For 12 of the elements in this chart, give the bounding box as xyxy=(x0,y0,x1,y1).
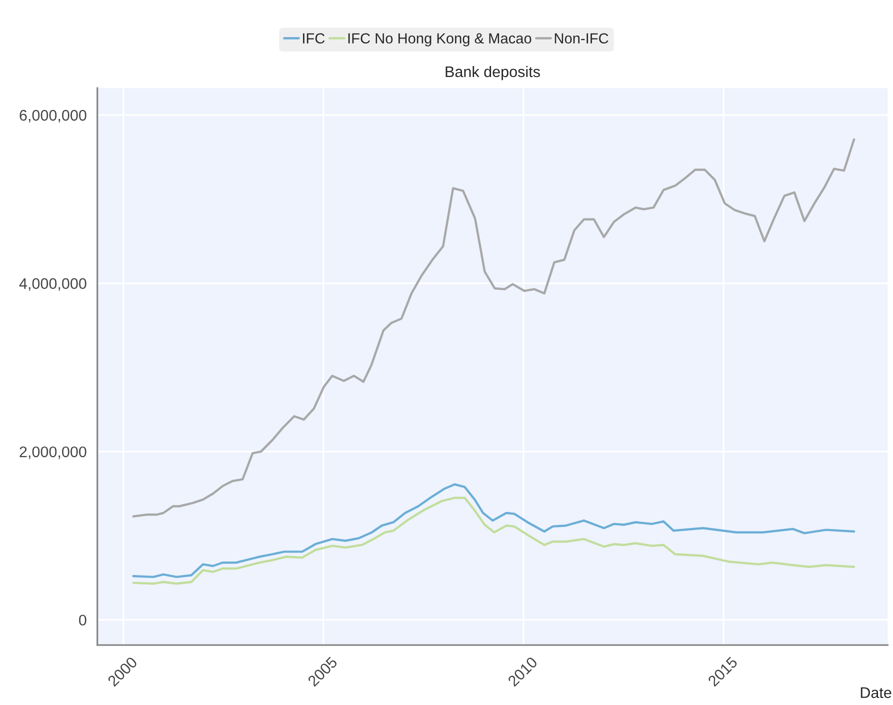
y-tick-label: 6,000,000 xyxy=(20,110,86,123)
y-tick-label: 0 xyxy=(79,614,86,626)
chart-title: Bank deposits xyxy=(446,66,540,80)
line-series xyxy=(132,138,856,518)
line-series xyxy=(132,483,856,578)
x-axis-title: Date xyxy=(860,687,892,698)
legend-label: IFC xyxy=(303,33,325,44)
y-tick-label: 4,000,000 xyxy=(19,278,86,291)
legend-label: Non-IFC xyxy=(554,33,608,44)
y-tick-label: 2,000,000 xyxy=(20,446,86,460)
legend-label: IFC No Hong Kong & Macao xyxy=(348,33,532,46)
line-series xyxy=(132,496,856,585)
